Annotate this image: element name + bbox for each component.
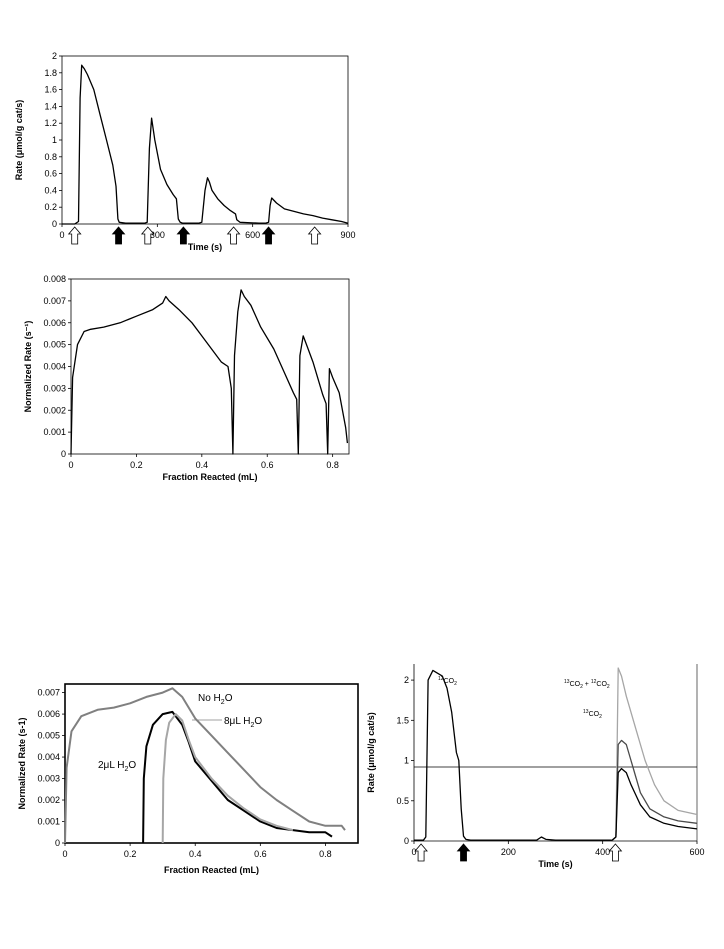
y-axis-label: Rate (μmol/g cat/s) <box>366 712 376 793</box>
x-tick-label: 900 <box>340 230 355 240</box>
y-tick-label: 0 <box>404 836 409 846</box>
x-tick-label: 0.4 <box>189 849 202 859</box>
y-axis-label: Normalized Rate (s⁻¹) <box>23 321 33 413</box>
x-tick-label: 300 <box>150 230 165 240</box>
y-tick-label: 0.007 <box>43 296 66 306</box>
y-tick-label: 0.002 <box>43 405 66 415</box>
x-tick-label: 400 <box>595 847 610 857</box>
y-tick-label: 0.001 <box>43 427 66 437</box>
y-tick-label: 0.008 <box>43 274 66 284</box>
y-tick-label: 1 <box>404 756 409 766</box>
chart-c4: 0 0.5 1 1.5 2 0 200 400 600 Time (s) Rate (μmol/g … <box>366 664 705 869</box>
y-tick-label: 1.5 <box>396 715 409 725</box>
isotope-annotation: 13CO2 + 12CO2 <box>564 679 610 690</box>
y-tick-label: 1.6 <box>44 85 57 95</box>
series-annotation: 8μL H2O <box>224 716 262 729</box>
open-arrow-marker <box>67 226 82 245</box>
open-arrow-marker <box>608 843 623 862</box>
x-tick-label: 600 <box>689 847 704 857</box>
y-tick-label: 0.5 <box>396 796 409 806</box>
x-tick-label: 0.6 <box>261 460 274 470</box>
chart-c2: 0 0.001 0.002 0.003 0.004 0.005 0.006 0.007 0.00… <box>23 274 350 482</box>
y-tick-label: 0.2 <box>44 202 57 212</box>
y-tick-label: 1 <box>52 135 57 145</box>
y-axis-label: Normalized Rate (s-1) <box>17 717 27 809</box>
x-tick-label: 600 <box>245 230 260 240</box>
x-tick-label: 0.8 <box>319 849 332 859</box>
x-tick-label: 0.4 <box>196 460 209 470</box>
series-line <box>414 669 613 841</box>
y-tick-label: 0.8 <box>44 152 57 162</box>
x-tick-label: 0.8 <box>326 460 339 470</box>
x-tick-label: 0.2 <box>130 460 143 470</box>
filled-arrow-marker <box>176 226 191 245</box>
annotations-c3: No H2O 8μL H2O 2μL H2O <box>98 693 262 773</box>
x-axis-label: Fraction Reacted (mL) <box>164 865 259 875</box>
y-tick-label: 0.006 <box>37 709 60 719</box>
y-tick-label: 0 <box>52 219 57 229</box>
x-tick-label: 0.2 <box>124 849 137 859</box>
x-tick-label: 0 <box>68 460 73 470</box>
open-arrow-marker <box>226 226 241 245</box>
annotations-c4: 12CO2 13CO2 + 12CO2 13CO2 <box>438 676 610 720</box>
y-tick-label: 2 <box>404 675 409 685</box>
series-line <box>62 64 349 225</box>
series-line <box>142 710 333 844</box>
isotope-annotation: 12CO2 <box>438 676 457 687</box>
open-arrow-marker <box>414 843 428 862</box>
x-tick-label: 200 <box>501 847 516 857</box>
y-tick-label: 0.6 <box>44 169 57 179</box>
y-tick-label: 0.005 <box>43 340 66 350</box>
y-tick-label: 0.4 <box>44 185 57 195</box>
series-line <box>611 739 698 841</box>
filled-arrow-marker <box>456 843 471 862</box>
chart-c1: 0 0.2 0.4 0.6 0.8 1 1.2 1.4 1.6 1.8 2 0 300 600 900 Tim… <box>14 51 356 252</box>
plot-frame <box>64 683 359 844</box>
series-line <box>611 667 698 841</box>
filled-arrow-marker <box>111 226 126 245</box>
open-arrow-marker <box>140 226 155 245</box>
series-annotation: No H2O <box>198 693 233 706</box>
series-line <box>70 289 349 455</box>
isotope-annotation: 13CO2 <box>583 709 602 720</box>
x-tick-label: 0.6 <box>254 849 267 859</box>
plot-frame <box>61 55 349 225</box>
x-axis-label: Fraction Reacted (mL) <box>162 472 257 482</box>
y-tick-label: 0.001 <box>37 817 60 827</box>
series-line <box>161 713 294 844</box>
y-tick-label: 0 <box>61 449 66 459</box>
x-tick-label: 0 <box>59 230 64 240</box>
filled-arrow-marker <box>261 226 276 245</box>
y-tick-label: 0.007 <box>37 688 60 698</box>
x-tick-label: 0 <box>62 849 67 859</box>
y-tick-label: 1.4 <box>44 101 57 111</box>
x-tick-label: 0 <box>411 847 416 857</box>
y-tick-label: 2 <box>52 51 57 61</box>
y-tick-label: 0 <box>55 838 60 848</box>
series-line <box>64 687 346 844</box>
plot-frame <box>70 278 350 455</box>
y-tick-label: 0.006 <box>43 318 66 328</box>
y-tick-label: 0.004 <box>43 362 66 372</box>
y-axis-label: Rate (μmol/g cat/s) <box>14 100 24 181</box>
x-axis-label: Time (s) <box>538 859 572 869</box>
y-tick-label: 0.004 <box>37 752 60 762</box>
x-axis-label: Time (s) <box>188 242 222 252</box>
open-arrow-marker <box>307 226 322 245</box>
y-tick-label: 1.8 <box>44 68 57 78</box>
y-tick-label: 0.005 <box>37 731 60 741</box>
y-tick-label: 0.002 <box>37 795 60 805</box>
y-tick-label: 0.003 <box>37 774 60 784</box>
y-tick-label: 0.003 <box>43 383 66 393</box>
series-annotation: 2μL H2O <box>98 760 136 773</box>
chart-c3: 0 0.001 0.002 0.003 0.004 0.005 0.006 0.007 0 0.2… <box>17 683 359 875</box>
y-tick-label: 1.2 <box>44 118 57 128</box>
series-line <box>611 767 698 841</box>
